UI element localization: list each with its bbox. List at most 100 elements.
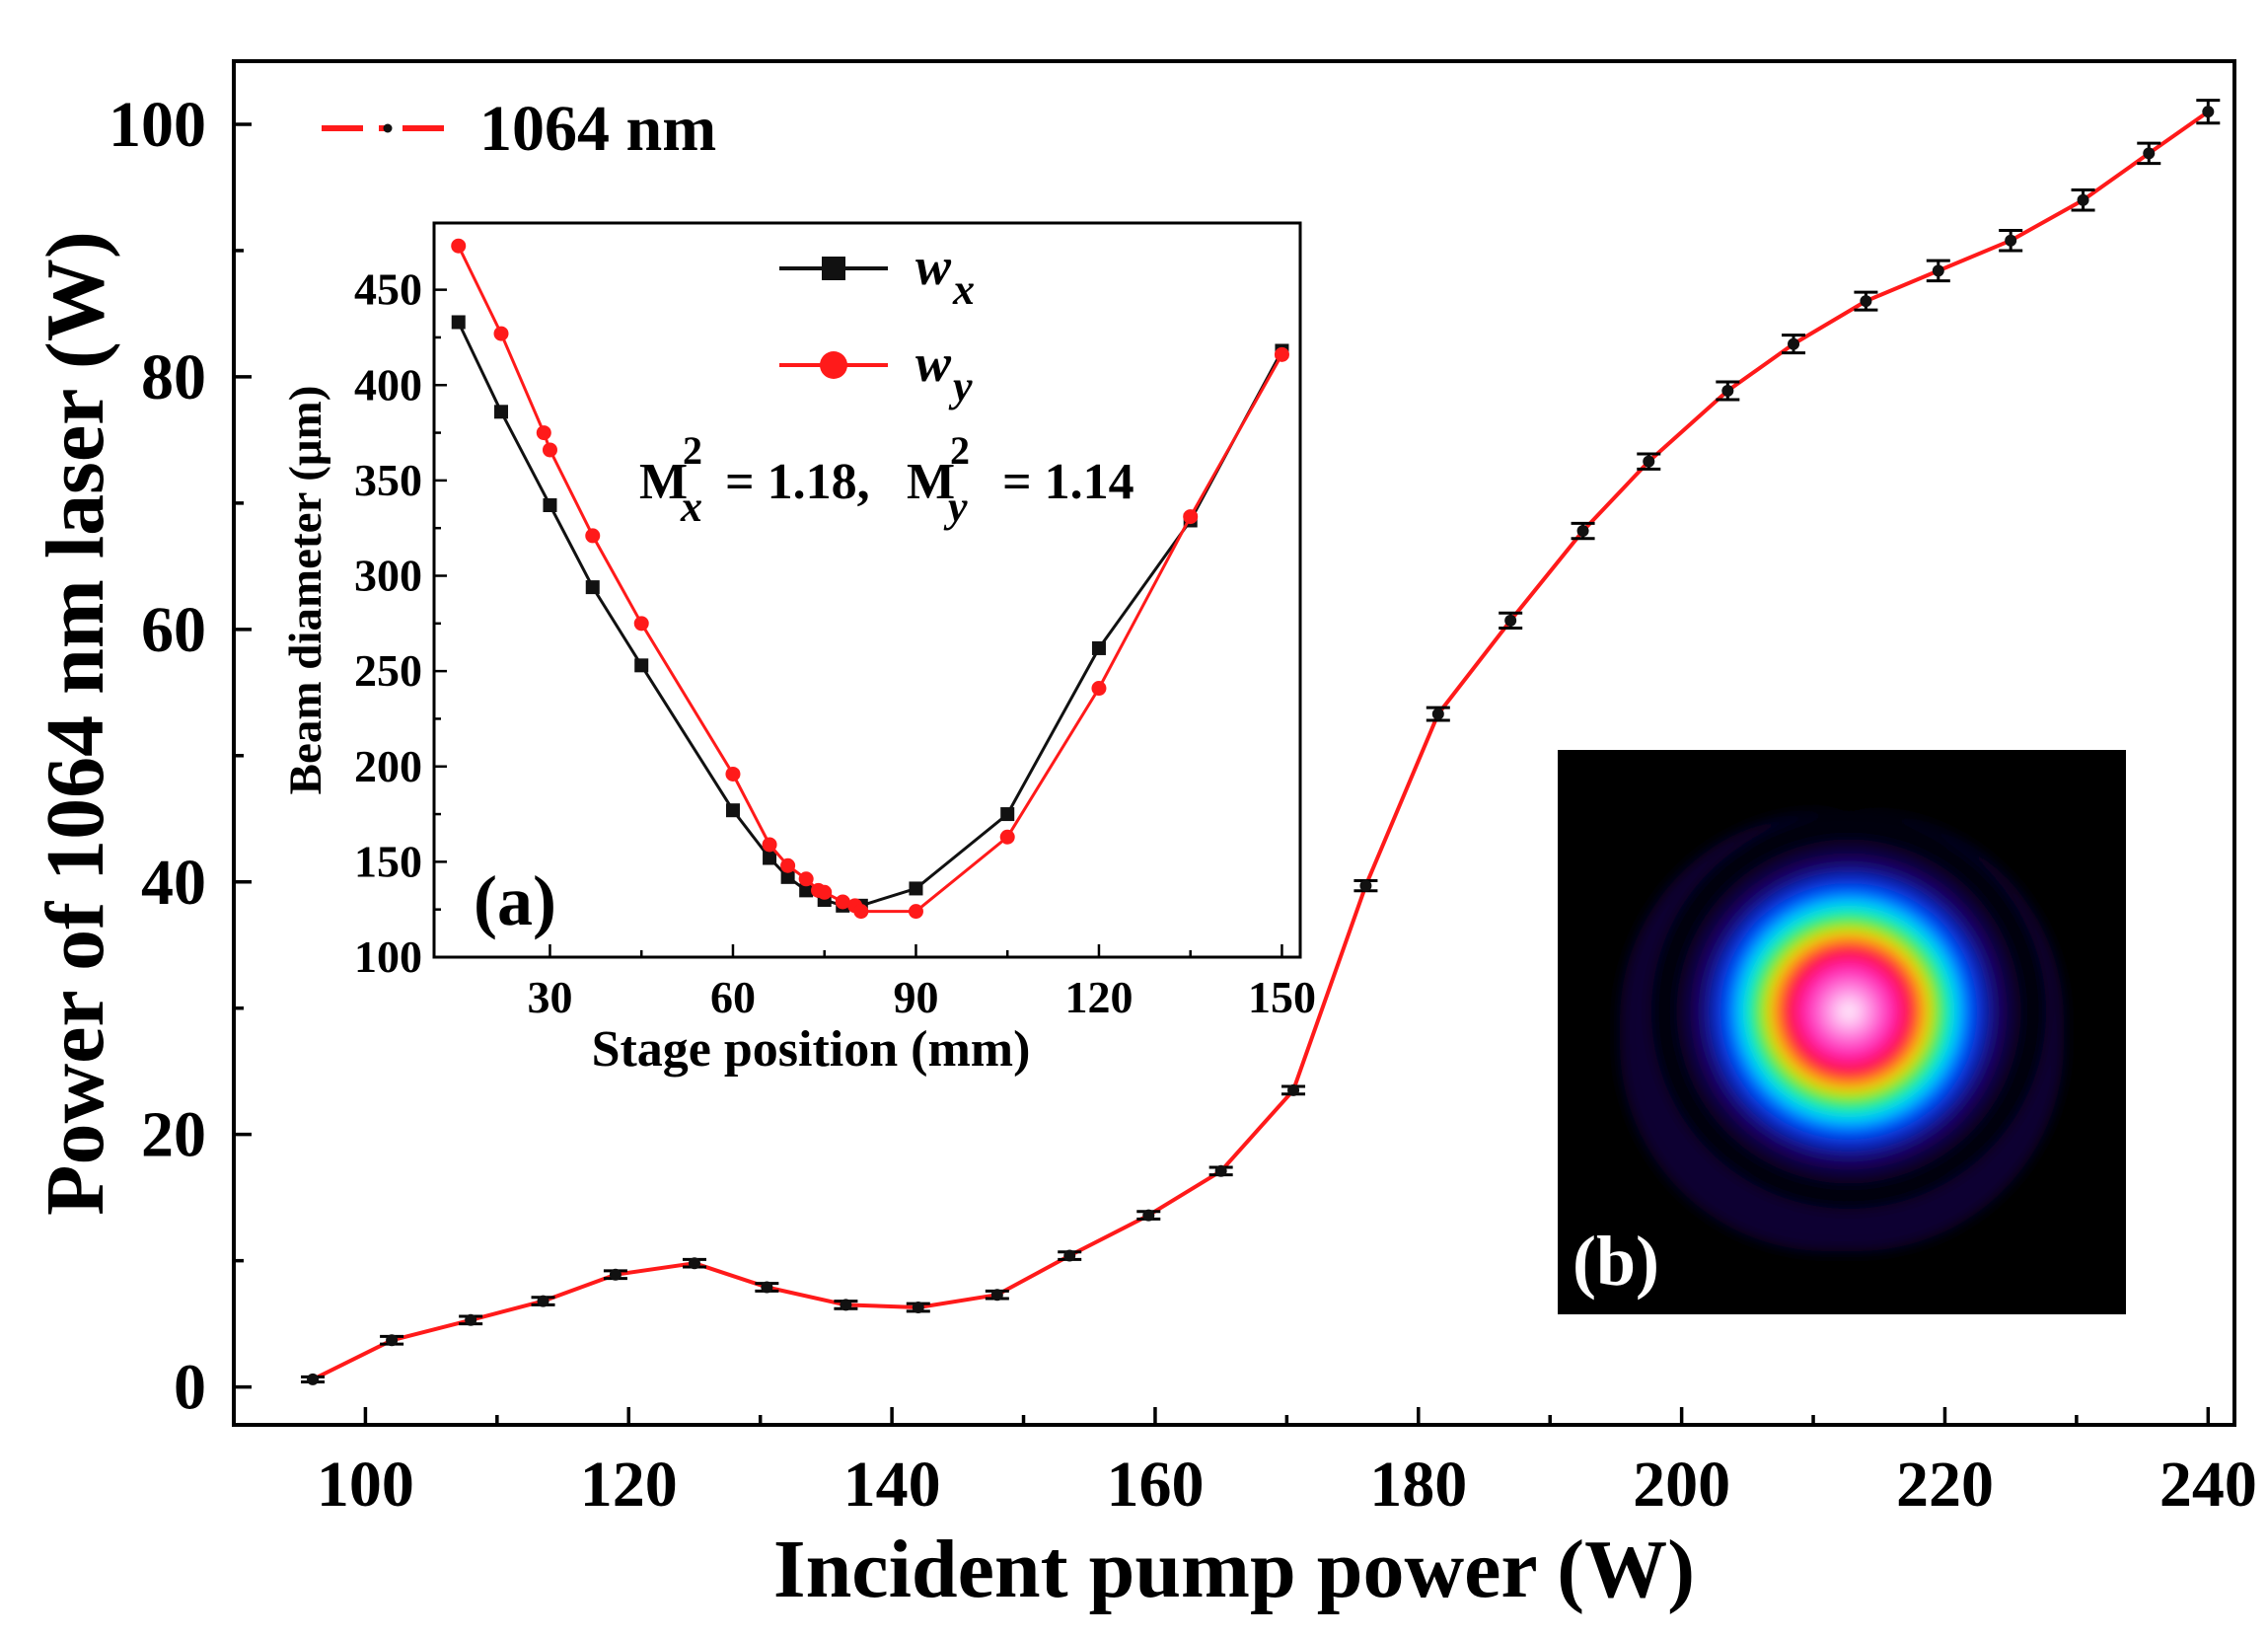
data-point-circle [762,837,777,853]
main-plot-frame [232,59,2236,1427]
inset-line-w_y [457,245,1283,914]
data-point [912,1301,924,1313]
data-point [761,1281,773,1294]
data-point [537,1295,549,1307]
main-axis-ticks [234,122,2211,1425]
data-point-square [909,881,923,896]
data-point-circle [493,326,509,341]
main-y-tick-label: 60 [141,594,206,666]
legend-label-1064nm: 1064 nm [479,93,716,165]
data-point [2202,106,2215,118]
main-x-tick-label: 200 [1633,1449,1730,1521]
data-point-square [763,851,777,865]
inset-tick-labels: 30 60 90 120 150 100 150 200 250 300 350 400 450 [354,264,1316,1022]
data-point [1643,455,1655,468]
data-point-circle [633,616,649,632]
data-point [2143,147,2156,160]
data-point [1721,384,1734,397]
data-point [465,1313,477,1326]
main-y-tick-label: 100 [109,89,206,161]
inset-x-tick-label: 60 [710,972,756,1022]
data-point-square [543,498,557,513]
data-point-circle [542,442,557,458]
inset-chart: 30 60 90 120 150 100 150 200 250 300 350 400 450 Sta… [280,221,1316,1078]
main-legend: 1064 nm [322,93,716,165]
data-point [1063,1249,1076,1262]
data-point [1214,1164,1227,1177]
data-point-square [1000,807,1015,822]
m-x-subscript: x [680,483,702,531]
data-point [688,1257,700,1270]
m-y-superscript: 2 [950,428,970,473]
inset-legend-marker-wx [822,257,845,280]
data-point-circle [780,857,796,873]
inset-y-tick-label: 350 [354,455,422,505]
inset-legend-sub-y: y [948,362,973,410]
data-point [1860,295,1872,308]
main-x-tick-label: 140 [843,1449,941,1521]
data-point [990,1289,1003,1302]
inset-y-tick-label: 450 [354,264,422,315]
inset-y-tick-label: 300 [354,551,422,601]
data-point-square [634,658,649,673]
main-x-tick-label: 120 [580,1449,678,1521]
data-point [1788,337,1800,350]
inset-y-tick-label: 200 [354,741,422,791]
data-point-circle [536,425,551,441]
main-x-tick-label: 180 [1369,1449,1467,1521]
data-point [1932,264,1944,277]
m-x-value: = 1.18, [712,454,883,510]
inset-legend-sub-x: x [952,265,975,314]
data-point-circle [1091,681,1107,697]
data-point-circle [798,871,814,887]
inset-x-tick-label: 90 [893,972,938,1022]
legend-marker [383,123,393,133]
data-point-circle [817,884,833,900]
data-point-square [780,869,795,884]
inset-x-tick-label: 120 [1064,972,1133,1022]
inset-legend-w: w [915,237,952,296]
data-point [609,1268,622,1281]
data-point-square [451,315,466,330]
inset-panel-label: (a) [474,861,556,940]
main-y-tick-label: 40 [141,847,206,919]
inset-y-tick-label: 400 [354,359,422,410]
beam-panel-label: (b) [1573,1222,1659,1301]
main-x-axis-title: Incident pump power (W) [773,1524,1695,1615]
inset-x-tick-label: 150 [1248,972,1316,1022]
data-point [307,1373,320,1385]
inset-plot-frame [432,221,1302,959]
data-point-circle [853,904,869,920]
data-point-square [725,803,740,818]
data-point [386,1334,399,1347]
data-point [1287,1083,1300,1096]
m-y-value: = 1.14 [977,454,1134,510]
main-series-1064nm [301,99,2221,1385]
main-x-tick-label: 100 [317,1449,414,1521]
inset-legend-w2: w [915,334,952,393]
m-squared-annotation: M 2 x = 1.18, M 2 y = 1.14 [639,428,1134,531]
data-point-circle [835,894,850,910]
inset-y-tick-label: 150 [354,836,422,886]
inset-y-tick-label: 250 [354,645,422,696]
m-x-superscript: 2 [683,428,702,473]
m-y-symbol: M [907,454,955,510]
data-point [1142,1209,1155,1222]
data-point [840,1299,852,1311]
m-x-symbol: M [639,454,688,510]
inset-legend: w x w y [779,237,975,410]
main-y-axis-title: Power of 1064 nm laser (W) [30,231,121,1216]
main-x-tick-label: 160 [1106,1449,1204,1521]
data-point-square [494,405,509,419]
beam-spot [1651,814,2046,1209]
data-point [1359,879,1372,892]
inset-y-axis-title: Beam diameter (μm) [280,386,331,795]
data-point-square [585,580,600,595]
data-point-square [799,883,814,898]
m-y-subscript: y [943,483,968,531]
data-point-square [1091,640,1106,655]
data-point [1431,707,1444,720]
inset-series [451,238,1289,920]
main-y-tick-label: 20 [141,1099,206,1171]
